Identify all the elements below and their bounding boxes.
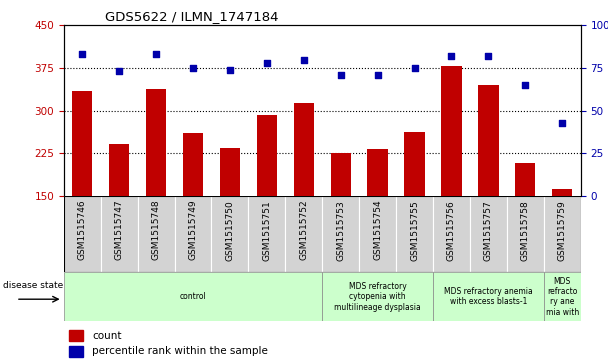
Point	[373, 72, 382, 78]
Point	[410, 65, 420, 71]
Text: GSM1515749: GSM1515749	[188, 200, 198, 261]
Text: GSM1515750: GSM1515750	[226, 200, 235, 261]
Bar	[109, 144, 130, 196]
Point	[446, 53, 456, 59]
Bar	[174, 196, 212, 272]
Point	[188, 65, 198, 71]
Bar	[249, 196, 285, 272]
Bar	[544, 272, 581, 321]
Bar	[64, 196, 101, 272]
Text: count: count	[92, 331, 122, 341]
Text: disease state: disease state	[3, 281, 63, 290]
Bar	[331, 153, 351, 196]
Text: GSM1515752: GSM1515752	[299, 200, 308, 261]
Bar	[285, 196, 322, 272]
Bar	[322, 196, 359, 272]
Text: GSM1515748: GSM1515748	[151, 200, 161, 261]
Bar	[359, 196, 396, 272]
Text: GSM1515754: GSM1515754	[373, 200, 382, 261]
Point	[262, 60, 272, 66]
Point	[299, 57, 309, 62]
Text: MDS refractory
cytopenia with
multilineage dysplasia: MDS refractory cytopenia with multilinea…	[334, 282, 421, 312]
Bar	[396, 196, 433, 272]
Point	[151, 52, 161, 57]
Text: control: control	[180, 292, 206, 301]
Point	[225, 67, 235, 73]
Bar	[183, 134, 203, 196]
Bar	[137, 196, 174, 272]
Point	[558, 120, 567, 126]
Text: GSM1515747: GSM1515747	[115, 200, 123, 261]
Bar	[220, 148, 240, 196]
Text: GDS5622 / ILMN_1747184: GDS5622 / ILMN_1747184	[105, 10, 278, 23]
Point	[336, 72, 345, 78]
Text: GSM1515755: GSM1515755	[410, 200, 419, 261]
Bar	[146, 89, 166, 196]
Bar	[64, 272, 322, 321]
Point	[77, 52, 87, 57]
Bar	[552, 189, 572, 196]
Bar	[441, 66, 461, 196]
Text: GSM1515751: GSM1515751	[263, 200, 271, 261]
Text: GSM1515757: GSM1515757	[484, 200, 493, 261]
Text: MDS
refracto
ry ane
mia with: MDS refracto ry ane mia with	[545, 277, 579, 317]
Point	[483, 53, 493, 59]
Bar	[257, 115, 277, 196]
Bar	[367, 149, 388, 196]
Text: MDS refractory anemia
with excess blasts-1: MDS refractory anemia with excess blasts…	[444, 287, 533, 306]
Text: GSM1515759: GSM1515759	[558, 200, 567, 261]
Bar	[470, 196, 507, 272]
Bar	[69, 330, 83, 342]
Bar	[69, 346, 83, 356]
Point	[114, 69, 124, 74]
Bar	[478, 85, 499, 196]
Text: GSM1515753: GSM1515753	[336, 200, 345, 261]
Text: percentile rank within the sample: percentile rank within the sample	[92, 346, 268, 356]
Bar	[404, 132, 424, 196]
Bar	[507, 196, 544, 272]
Bar	[72, 91, 92, 196]
Bar	[433, 272, 544, 321]
Point	[520, 82, 530, 88]
Bar	[515, 163, 536, 196]
Text: GSM1515756: GSM1515756	[447, 200, 456, 261]
Text: GSM1515746: GSM1515746	[78, 200, 87, 261]
Bar	[322, 272, 433, 321]
Bar	[433, 196, 470, 272]
Bar	[212, 196, 249, 272]
Text: GSM1515758: GSM1515758	[521, 200, 530, 261]
Bar	[544, 196, 581, 272]
Bar	[294, 103, 314, 196]
Bar	[101, 196, 137, 272]
